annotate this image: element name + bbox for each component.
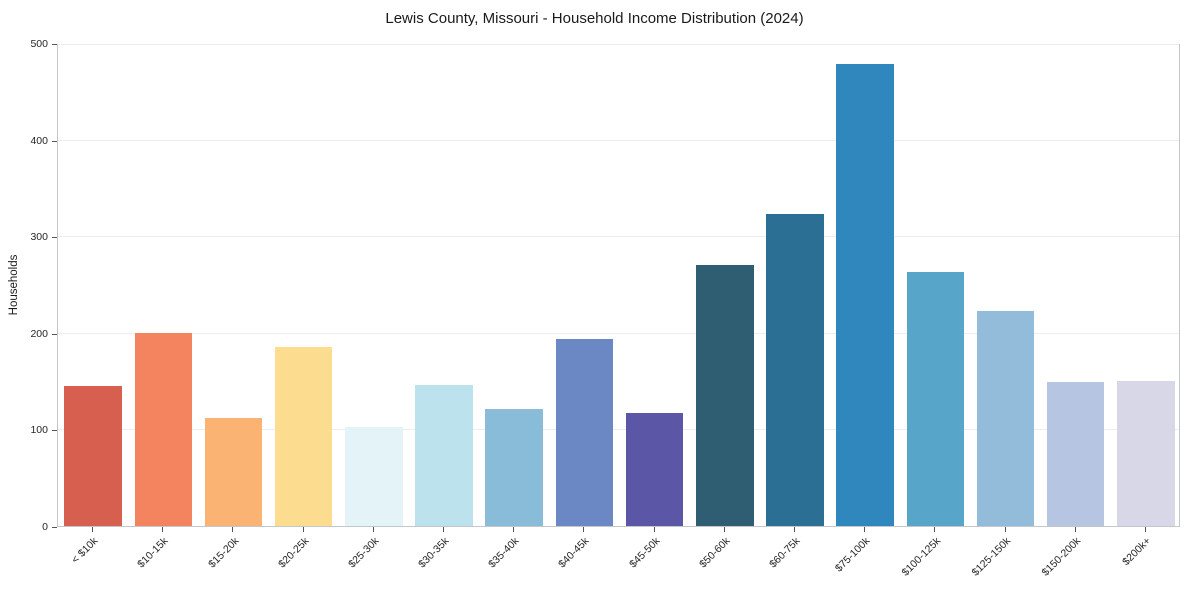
x-tick-label: $35-40k <box>486 535 522 571</box>
bar-$60-75k <box>766 213 824 526</box>
x-tick-mark <box>513 527 515 532</box>
chart-title: Lewis County, Missouri - Household Incom… <box>385 10 804 27</box>
x-tick-label: $25-30k <box>346 535 382 571</box>
x-tick-label: $50-60k <box>696 535 733 571</box>
x-tick-mark <box>1144 527 1146 532</box>
bar-$20-25k <box>274 347 333 526</box>
x-tick-label: $30-35k <box>416 535 452 571</box>
x-tick-mark <box>162 527 164 532</box>
gridline <box>58 428 1179 430</box>
x-tick-label: $15-20k <box>205 535 241 571</box>
x-tick-mark <box>934 527 936 532</box>
x-tick-mark <box>302 527 304 532</box>
x-tick-label: $45-50k <box>626 535 663 571</box>
bar-$50-60k <box>696 265 754 526</box>
x-tick-label: $100-125k <box>899 535 943 579</box>
y-tick-label: 100 <box>30 424 48 437</box>
x-tick-mark <box>793 527 795 532</box>
x-tick-mark <box>232 527 234 532</box>
x-tick-mark <box>1074 527 1076 532</box>
y-axis-label: Households <box>8 254 20 316</box>
x-tick-label: $60-75k <box>767 535 803 571</box>
y-tick-label: 200 <box>30 327 48 340</box>
bar-$40-45k <box>555 338 614 526</box>
x-tick-mark <box>443 527 445 532</box>
bar-$125-150k <box>976 310 1035 526</box>
bar-$25-30k <box>345 426 403 526</box>
bar-$100-125k <box>906 271 965 526</box>
bar-$45-50k <box>625 412 684 526</box>
x-tick-mark <box>1004 527 1006 532</box>
gridline <box>58 140 1179 142</box>
x-tick-mark <box>864 527 866 532</box>
x-tick-label: $200k+ <box>1120 535 1154 569</box>
y-tick-label: 500 <box>30 38 48 50</box>
x-tick-label: $20-25k <box>275 535 312 571</box>
bar-$30-35k <box>415 384 473 526</box>
x-tick-label: $10-15k <box>135 535 171 571</box>
bar-$150-200k <box>1046 382 1105 526</box>
x-tick-label: $40-45k <box>556 535 592 571</box>
bar-$75-100k <box>836 64 894 526</box>
x-tick-label: $150-200k <box>1039 535 1084 579</box>
y-tick-label: 300 <box>30 231 48 244</box>
x-tick-mark <box>583 527 585 532</box>
gridline <box>58 236 1179 238</box>
plot-area <box>57 44 1180 527</box>
x-tick-label: < $10k <box>69 535 101 566</box>
y-tick-mark <box>52 527 57 528</box>
bar-$200k+ <box>1117 381 1175 526</box>
y-tick-label: 0 <box>42 521 48 533</box>
bar-$35-40k <box>485 409 543 526</box>
x-tick-mark <box>723 527 725 532</box>
x-tick-label: $125-150k <box>969 535 1014 579</box>
y-tick-label: 400 <box>30 134 48 147</box>
x-tick-mark <box>372 527 374 532</box>
x-tick-mark <box>653 527 655 532</box>
x-tick-label: $75-100k <box>833 535 873 575</box>
bar-$10-15k <box>134 332 193 526</box>
gridline <box>58 332 1179 334</box>
x-tick-mark <box>92 527 94 532</box>
bar-$15-20k <box>204 417 263 526</box>
gridline <box>58 44 1179 45</box>
bar-< $10k <box>64 385 122 526</box>
